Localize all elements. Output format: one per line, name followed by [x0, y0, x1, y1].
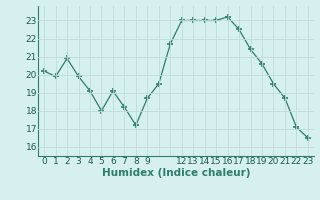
X-axis label: Humidex (Indice chaleur): Humidex (Indice chaleur)	[102, 168, 250, 178]
